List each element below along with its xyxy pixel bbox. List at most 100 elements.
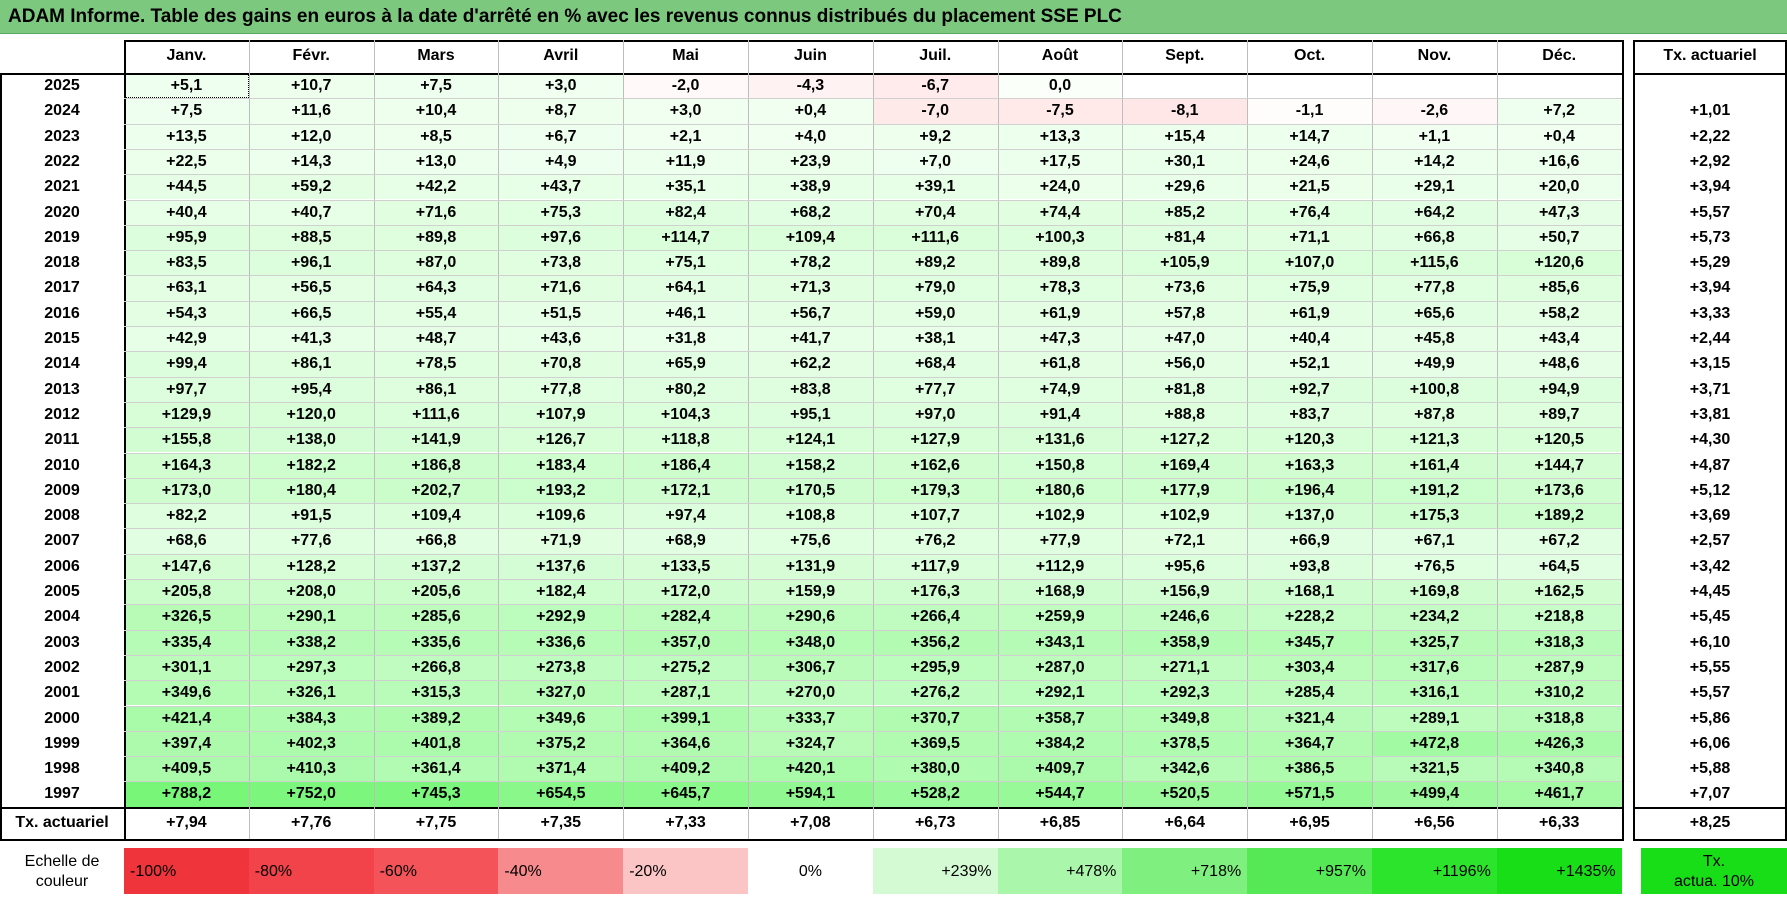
row-divider	[124, 148, 1622, 150]
footer-tx-actuariel: +7,33	[665, 813, 706, 831]
gain-cell: +1,1	[1372, 123, 1497, 149]
gain-cell: +0,4	[748, 98, 873, 124]
footer-tx-actuariel: +6,56	[1414, 813, 1455, 831]
gain-cell: +193,2	[498, 477, 624, 504]
tx-border-header-bottom	[1633, 73, 1787, 75]
gain-cell: +105,9	[1122, 250, 1248, 276]
gain-cell: +147,6	[124, 553, 249, 579]
gain-cell: +48,6	[1496, 351, 1622, 377]
gain-cell: +571,5	[1247, 781, 1372, 807]
gain-cell: +65,9	[623, 351, 748, 377]
gain-cell: +364,7	[1247, 730, 1372, 757]
row-tx-actuariel: +3,15	[1689, 355, 1731, 373]
gain-cell: +380,0	[872, 756, 998, 782]
gain-cell: +64,1	[623, 275, 748, 301]
row-divider	[124, 705, 1622, 707]
gain-cell: +75,1	[623, 250, 748, 276]
year-label: 2024	[44, 102, 80, 120]
gain-cell: +96,1	[248, 250, 374, 276]
gain-cell: +335,4	[124, 629, 249, 655]
gain-cell: +74,9	[997, 376, 1123, 402]
tx-border-left	[1633, 40, 1635, 841]
gain-cell: +4,9	[498, 148, 624, 175]
footer-tx-actuariel: +6,95	[1289, 813, 1330, 831]
month-header: Janv.	[166, 47, 207, 64]
year-label: 2011	[44, 431, 80, 449]
gain-cell: +66,8	[1372, 224, 1497, 251]
month-header: Déc.	[1542, 47, 1577, 64]
gain-cell: +180,6	[997, 477, 1123, 504]
gain-cell: +180,4	[248, 477, 374, 504]
gain-cell: +356,2	[872, 629, 998, 655]
gain-cell: +13,5	[124, 123, 249, 149]
gain-cell: +55,4	[373, 300, 499, 326]
gain-cell: +91,5	[248, 503, 374, 529]
gain-cell: +56,5	[248, 275, 374, 301]
gain-cell: -4,3	[748, 73, 873, 99]
gain-cell: +164,3	[124, 452, 249, 478]
gain-cell: +14,3	[248, 148, 374, 175]
gain-cell: +389,2	[373, 705, 499, 731]
gain-cell: +70,8	[498, 351, 624, 377]
row-divider	[124, 300, 1622, 302]
gain-cell: +318,3	[1496, 629, 1622, 655]
gain-cell: +111,6	[872, 224, 998, 251]
gain-cell: +361,4	[373, 756, 499, 782]
gain-cell: +342,6	[1122, 756, 1248, 782]
scale-tx-line1: Tx.	[1702, 853, 1726, 870]
gain-cell: +175,3	[1372, 503, 1497, 529]
row-tx-actuariel: +5,57	[1689, 684, 1731, 702]
gain-cell: +163,3	[1247, 452, 1372, 478]
gain-cell: +64,3	[373, 275, 499, 301]
gain-cell: +186,8	[373, 452, 499, 478]
gain-cell: +48,7	[373, 326, 499, 352]
gain-cell: +127,9	[872, 427, 998, 453]
gain-cell: +3,0	[498, 73, 624, 99]
gain-cell: +170,5	[748, 477, 873, 504]
gain-cell: +162,5	[1496, 579, 1622, 605]
gain-cell: +31,8	[623, 326, 748, 352]
row-tx-actuariel: +5,57	[1689, 203, 1731, 221]
gain-cell: +88,5	[248, 224, 374, 251]
gain-cell: +315,3	[373, 680, 499, 706]
gain-cell: +108,8	[748, 503, 873, 529]
gain-cell: +338,2	[248, 629, 374, 655]
gain-cell: +654,5	[498, 781, 624, 807]
row-tx-actuariel: +3,71	[1689, 380, 1731, 398]
gain-cell: +7,5	[124, 98, 249, 124]
gain-cell: +349,6	[498, 705, 624, 731]
scale-swatch: +1435%	[1496, 848, 1622, 894]
gain-cell: +295,9	[872, 654, 998, 681]
month-header: Oct.	[1294, 47, 1326, 64]
gain-cell: +499,4	[1372, 781, 1497, 807]
gain-cell: +29,1	[1372, 174, 1497, 200]
month-divider	[498, 40, 500, 839]
row-divider	[124, 680, 1622, 682]
gain-cell: +208,0	[248, 579, 374, 605]
year-label: 2002	[44, 658, 80, 676]
gain-cell: +6,7	[498, 123, 624, 149]
gain-cell: +43,6	[498, 326, 624, 352]
gain-cell: +397,4	[124, 730, 249, 757]
gain-cell: +12,0	[248, 123, 374, 149]
gain-cell: +349,6	[124, 680, 249, 706]
gain-cell: -1,1	[1247, 98, 1372, 124]
gain-cell: +645,7	[623, 781, 748, 807]
gain-cell: +24,0	[997, 174, 1123, 200]
gain-cell: +64,2	[1372, 199, 1497, 225]
gain-cell: +68,2	[748, 199, 873, 225]
table-border-header-bottom	[0, 73, 1622, 75]
row-divider	[124, 401, 1622, 403]
gain-cell: +11,9	[623, 148, 748, 175]
row-divider	[124, 654, 1622, 656]
gain-cell: +8,5	[373, 123, 499, 149]
gain-cell: +41,7	[748, 326, 873, 352]
row-divider	[124, 199, 1622, 201]
year-label: 2001	[44, 684, 80, 702]
gain-cell: +117,9	[872, 553, 998, 579]
gain-cell: +13,3	[997, 123, 1123, 149]
gain-cell: +52,1	[1247, 351, 1372, 377]
gain-cell: +788,2	[124, 781, 249, 807]
gain-cell: +89,8	[373, 224, 499, 251]
row-tx-actuariel: +3,69	[1689, 507, 1731, 525]
